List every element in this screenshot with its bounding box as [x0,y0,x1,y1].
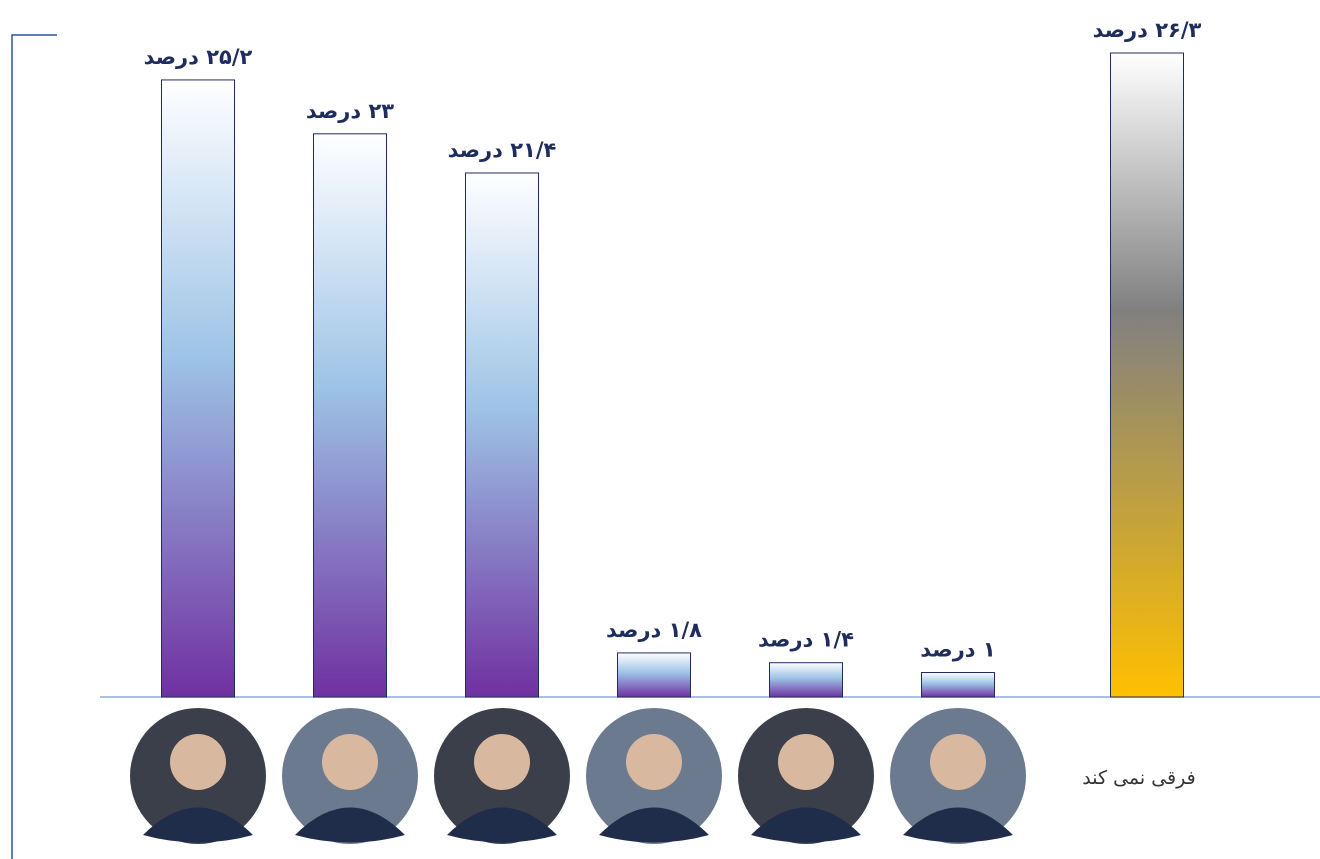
bar [617,652,691,698]
candidate-face [626,734,682,790]
value-label: ۲۶/۳ درصد [1093,18,1202,42]
bar [769,662,843,698]
bar [313,133,387,698]
value-label: ۱/۸ درصد [606,618,702,642]
candidate-suit [447,807,557,843]
bar [1110,52,1184,698]
candidate-suit [599,807,709,843]
x-tick-label: فرقی نمی کند [1082,767,1195,789]
candidate-suit [903,807,1013,843]
value-label: ۱/۴ درصد [758,628,854,652]
candidate-suit [751,807,861,843]
candidate-suit [295,807,405,843]
frame-bracket [11,34,57,859]
bar [161,79,235,698]
bar [465,172,539,698]
candidate-face [322,734,378,790]
value-label: ۱ درصد [920,638,995,662]
candidate-suit [143,807,253,843]
bar [921,672,995,698]
candidate-face [474,734,530,790]
candidate-face [930,734,986,790]
value-label: ۲۳ درصد [306,99,394,123]
value-label: ۲۵/۲ درصد [144,45,253,69]
candidate-face [170,734,226,790]
value-label: ۲۱/۴ درصد [448,138,557,162]
candidate-face [778,734,834,790]
